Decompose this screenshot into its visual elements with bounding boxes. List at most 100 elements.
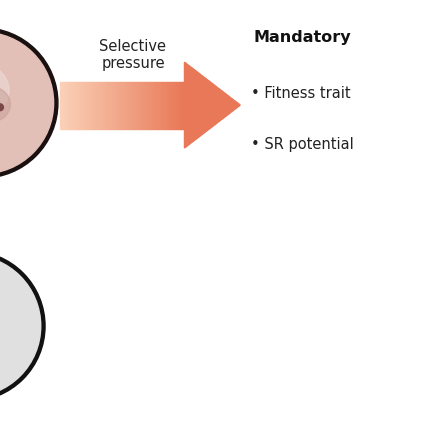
Polygon shape (62, 82, 63, 129)
Polygon shape (69, 82, 71, 129)
Ellipse shape (0, 86, 10, 123)
Polygon shape (230, 97, 232, 113)
Polygon shape (159, 82, 161, 129)
Polygon shape (73, 82, 74, 129)
Polygon shape (178, 82, 180, 129)
Polygon shape (126, 82, 128, 129)
Polygon shape (91, 82, 93, 129)
Polygon shape (63, 82, 65, 129)
Polygon shape (95, 82, 96, 129)
Polygon shape (84, 82, 85, 129)
Polygon shape (163, 82, 164, 129)
Polygon shape (170, 82, 172, 129)
Polygon shape (239, 104, 240, 106)
Ellipse shape (0, 60, 9, 120)
Polygon shape (140, 82, 142, 129)
Polygon shape (206, 79, 207, 132)
Polygon shape (133, 82, 134, 129)
Polygon shape (172, 82, 173, 129)
Polygon shape (205, 78, 206, 133)
Polygon shape (142, 82, 144, 129)
Polygon shape (226, 94, 227, 116)
Polygon shape (211, 83, 213, 127)
Polygon shape (60, 82, 62, 129)
Polygon shape (229, 96, 230, 114)
Circle shape (0, 255, 41, 397)
Polygon shape (187, 64, 189, 146)
Polygon shape (222, 91, 223, 119)
Polygon shape (150, 82, 151, 129)
Polygon shape (109, 82, 110, 129)
Polygon shape (193, 69, 194, 142)
Polygon shape (161, 82, 163, 129)
Polygon shape (151, 82, 153, 129)
Polygon shape (100, 82, 101, 129)
Polygon shape (137, 82, 139, 129)
Polygon shape (110, 82, 112, 129)
Polygon shape (177, 82, 178, 129)
Polygon shape (103, 82, 104, 129)
Circle shape (0, 28, 58, 178)
Polygon shape (76, 82, 77, 129)
Polygon shape (136, 82, 137, 129)
Polygon shape (90, 82, 91, 129)
Polygon shape (96, 82, 98, 129)
Polygon shape (194, 70, 196, 140)
Polygon shape (93, 82, 95, 129)
Polygon shape (71, 82, 73, 129)
Polygon shape (147, 82, 148, 129)
Polygon shape (82, 82, 84, 129)
Polygon shape (114, 82, 115, 129)
Polygon shape (190, 66, 192, 144)
Polygon shape (173, 82, 175, 129)
Polygon shape (216, 86, 218, 124)
Polygon shape (232, 99, 233, 112)
Polygon shape (88, 82, 90, 129)
Text: • Fitness trait: • Fitness trait (251, 86, 350, 101)
Polygon shape (218, 88, 219, 123)
Polygon shape (219, 89, 220, 121)
Polygon shape (166, 82, 167, 129)
Polygon shape (68, 82, 69, 129)
Polygon shape (180, 82, 181, 129)
Polygon shape (156, 82, 158, 129)
Polygon shape (120, 82, 121, 129)
Polygon shape (128, 82, 130, 129)
Polygon shape (186, 63, 187, 147)
Polygon shape (192, 68, 193, 142)
Polygon shape (233, 100, 235, 111)
Polygon shape (66, 82, 68, 129)
Polygon shape (79, 82, 81, 129)
Polygon shape (202, 76, 203, 135)
Polygon shape (121, 82, 123, 129)
Polygon shape (134, 82, 136, 129)
Polygon shape (85, 82, 87, 129)
Polygon shape (77, 82, 79, 129)
Polygon shape (148, 82, 150, 129)
Polygon shape (181, 82, 183, 129)
Polygon shape (213, 84, 214, 126)
Circle shape (0, 104, 3, 111)
Polygon shape (87, 82, 88, 129)
Polygon shape (169, 82, 170, 129)
Polygon shape (98, 82, 100, 129)
Polygon shape (223, 92, 224, 118)
Polygon shape (210, 82, 211, 128)
Polygon shape (209, 81, 210, 129)
Polygon shape (224, 93, 226, 117)
Polygon shape (236, 102, 237, 109)
Polygon shape (214, 85, 216, 125)
Polygon shape (144, 82, 145, 129)
Polygon shape (81, 82, 82, 129)
Polygon shape (65, 82, 66, 129)
Polygon shape (123, 82, 125, 129)
Text: • SR potential: • SR potential (251, 137, 354, 152)
Polygon shape (200, 74, 202, 136)
Polygon shape (199, 73, 200, 137)
Polygon shape (167, 82, 169, 129)
Polygon shape (115, 82, 117, 129)
Polygon shape (112, 82, 114, 129)
Polygon shape (227, 95, 229, 115)
Polygon shape (118, 82, 120, 129)
Circle shape (0, 251, 45, 401)
